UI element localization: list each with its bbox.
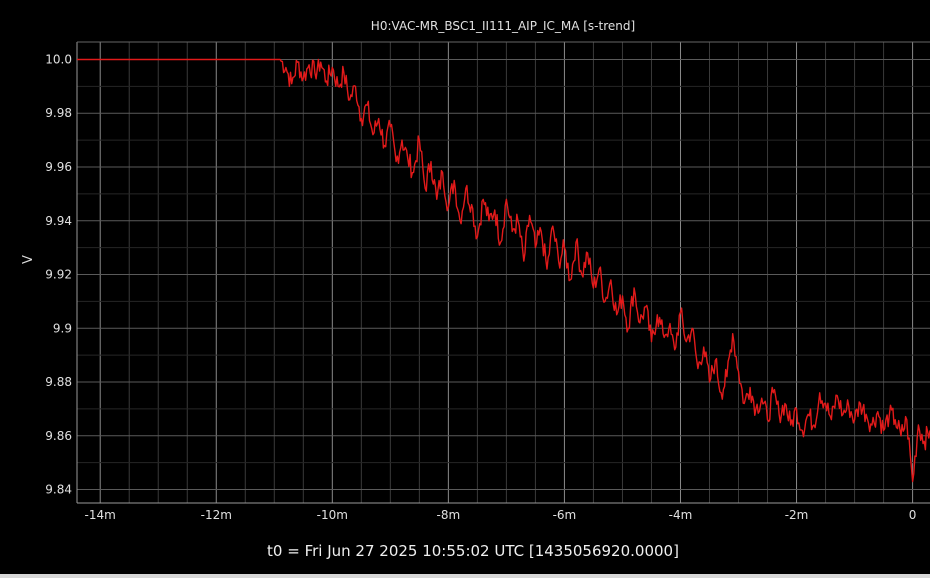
x-tick-label: -14m xyxy=(85,508,116,522)
y-tick-label: 9.94 xyxy=(45,214,72,228)
x-tick-label: -8m xyxy=(437,508,461,522)
y-tick-label: 9.86 xyxy=(45,429,72,443)
chart-title: H0:VAC-MR_BSC1_II111_AIP_IC_MA [s-trend] xyxy=(370,19,636,33)
y-tick-label: 10.0 xyxy=(45,52,72,66)
y-tick-label: 9.84 xyxy=(45,483,72,497)
series-layer xyxy=(77,58,930,483)
y-tick-label: 9.92 xyxy=(45,268,72,282)
y-tick-label: 9.9 xyxy=(53,321,72,335)
series-line-0 xyxy=(77,58,930,483)
x-axis-label: t0 = Fri Jun 27 2025 10:55:02 UTC [14350… xyxy=(267,542,679,560)
x-tick-label: -2m xyxy=(785,508,809,522)
grid-layer xyxy=(77,42,930,503)
tick-label-layer: -14m -12m -10m -8m -6m -4m -2m 0 10.0 9.98 9.96 9.9… xyxy=(45,52,916,522)
y-tick-label: 9.98 xyxy=(45,106,72,120)
x-tick-label: -12m xyxy=(201,508,232,522)
axes-layer xyxy=(76,41,930,504)
x-tick-label: 0 xyxy=(909,508,917,522)
y-tick-label: 9.88 xyxy=(45,375,72,389)
x-tick-label: -10m xyxy=(317,508,348,522)
x-tick-label: -6m xyxy=(553,508,577,522)
x-tick-label: -4m xyxy=(669,508,693,522)
y-tick-label: 9.96 xyxy=(45,160,72,174)
bottom-scroll-strip xyxy=(0,574,930,578)
